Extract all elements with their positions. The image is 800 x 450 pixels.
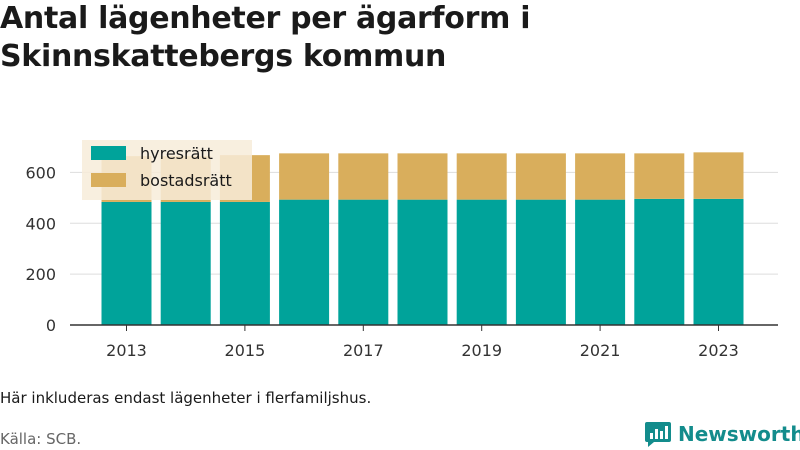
chart-note: Här inkluderas endast lägenheter i flerf… [0,389,372,407]
x-tick-label: 2015 [225,341,266,360]
legend-label-bostadsratt: bostadsrätt [140,171,232,190]
y-tick-label: 0 [46,316,56,335]
bar-hyresratt-2020 [515,199,566,325]
y-tick-label: 200 [25,265,56,284]
legend: hyresrätt bostadsrätt [82,140,252,200]
x-tick-label: 2017 [343,341,384,360]
bar-bostadsratt-2023 [693,152,744,199]
bar-hyresratt-2016 [279,199,330,325]
bar-hyresratt-2021 [575,199,626,325]
legend-label-hyresratt: hyresrätt [140,144,213,163]
source-text: Källa: SCB. [0,430,82,448]
axes: 0 200 400 600 2013 2015 2017 2019 2021 2023 [25,163,778,360]
x-tick-label: 2013 [106,341,147,360]
y-tick-label: 600 [25,163,56,182]
legend-swatch-hyresratt [91,146,126,160]
bar-bostadsratt-2017 [338,153,389,200]
stacked-bar-chart: 0 200 400 600 2013 2015 2017 2019 2021 2023 hyres… [25,140,778,360]
bar-hyresratt-2013 [101,201,152,325]
newsworthy-logo-icon [645,422,671,447]
bar-bostadsratt-2016 [279,153,330,200]
x-tick-label: 2019 [461,341,502,360]
bar-hyresratt-2018 [397,199,448,325]
bar-bostadsratt-2021 [575,153,626,200]
bar-hyresratt-2017 [338,199,389,325]
brand-name: Newsworthy [678,422,800,446]
bar-hyresratt-2022 [634,198,685,325]
bar-hyresratt-2014 [160,201,211,325]
bar-bostadsratt-2022 [634,153,685,199]
bar-hyresratt-2015 [219,201,270,325]
legend-swatch-bostadsratt [91,173,126,187]
bar-hyresratt-2019 [456,199,507,325]
bar-bostadsratt-2020 [515,153,566,200]
bar-bostadsratt-2018 [397,153,448,200]
x-tick-label: 2021 [580,341,621,360]
brand-logo: Newsworthy [644,420,800,448]
bar-hyresratt-2023 [693,198,744,325]
chart-title: Antal lägenheter per ägarform i Skinnska… [0,1,531,74]
x-tick-label: 2023 [698,341,739,360]
y-tick-label: 400 [25,214,56,233]
bar-bostadsratt-2019 [456,153,507,200]
